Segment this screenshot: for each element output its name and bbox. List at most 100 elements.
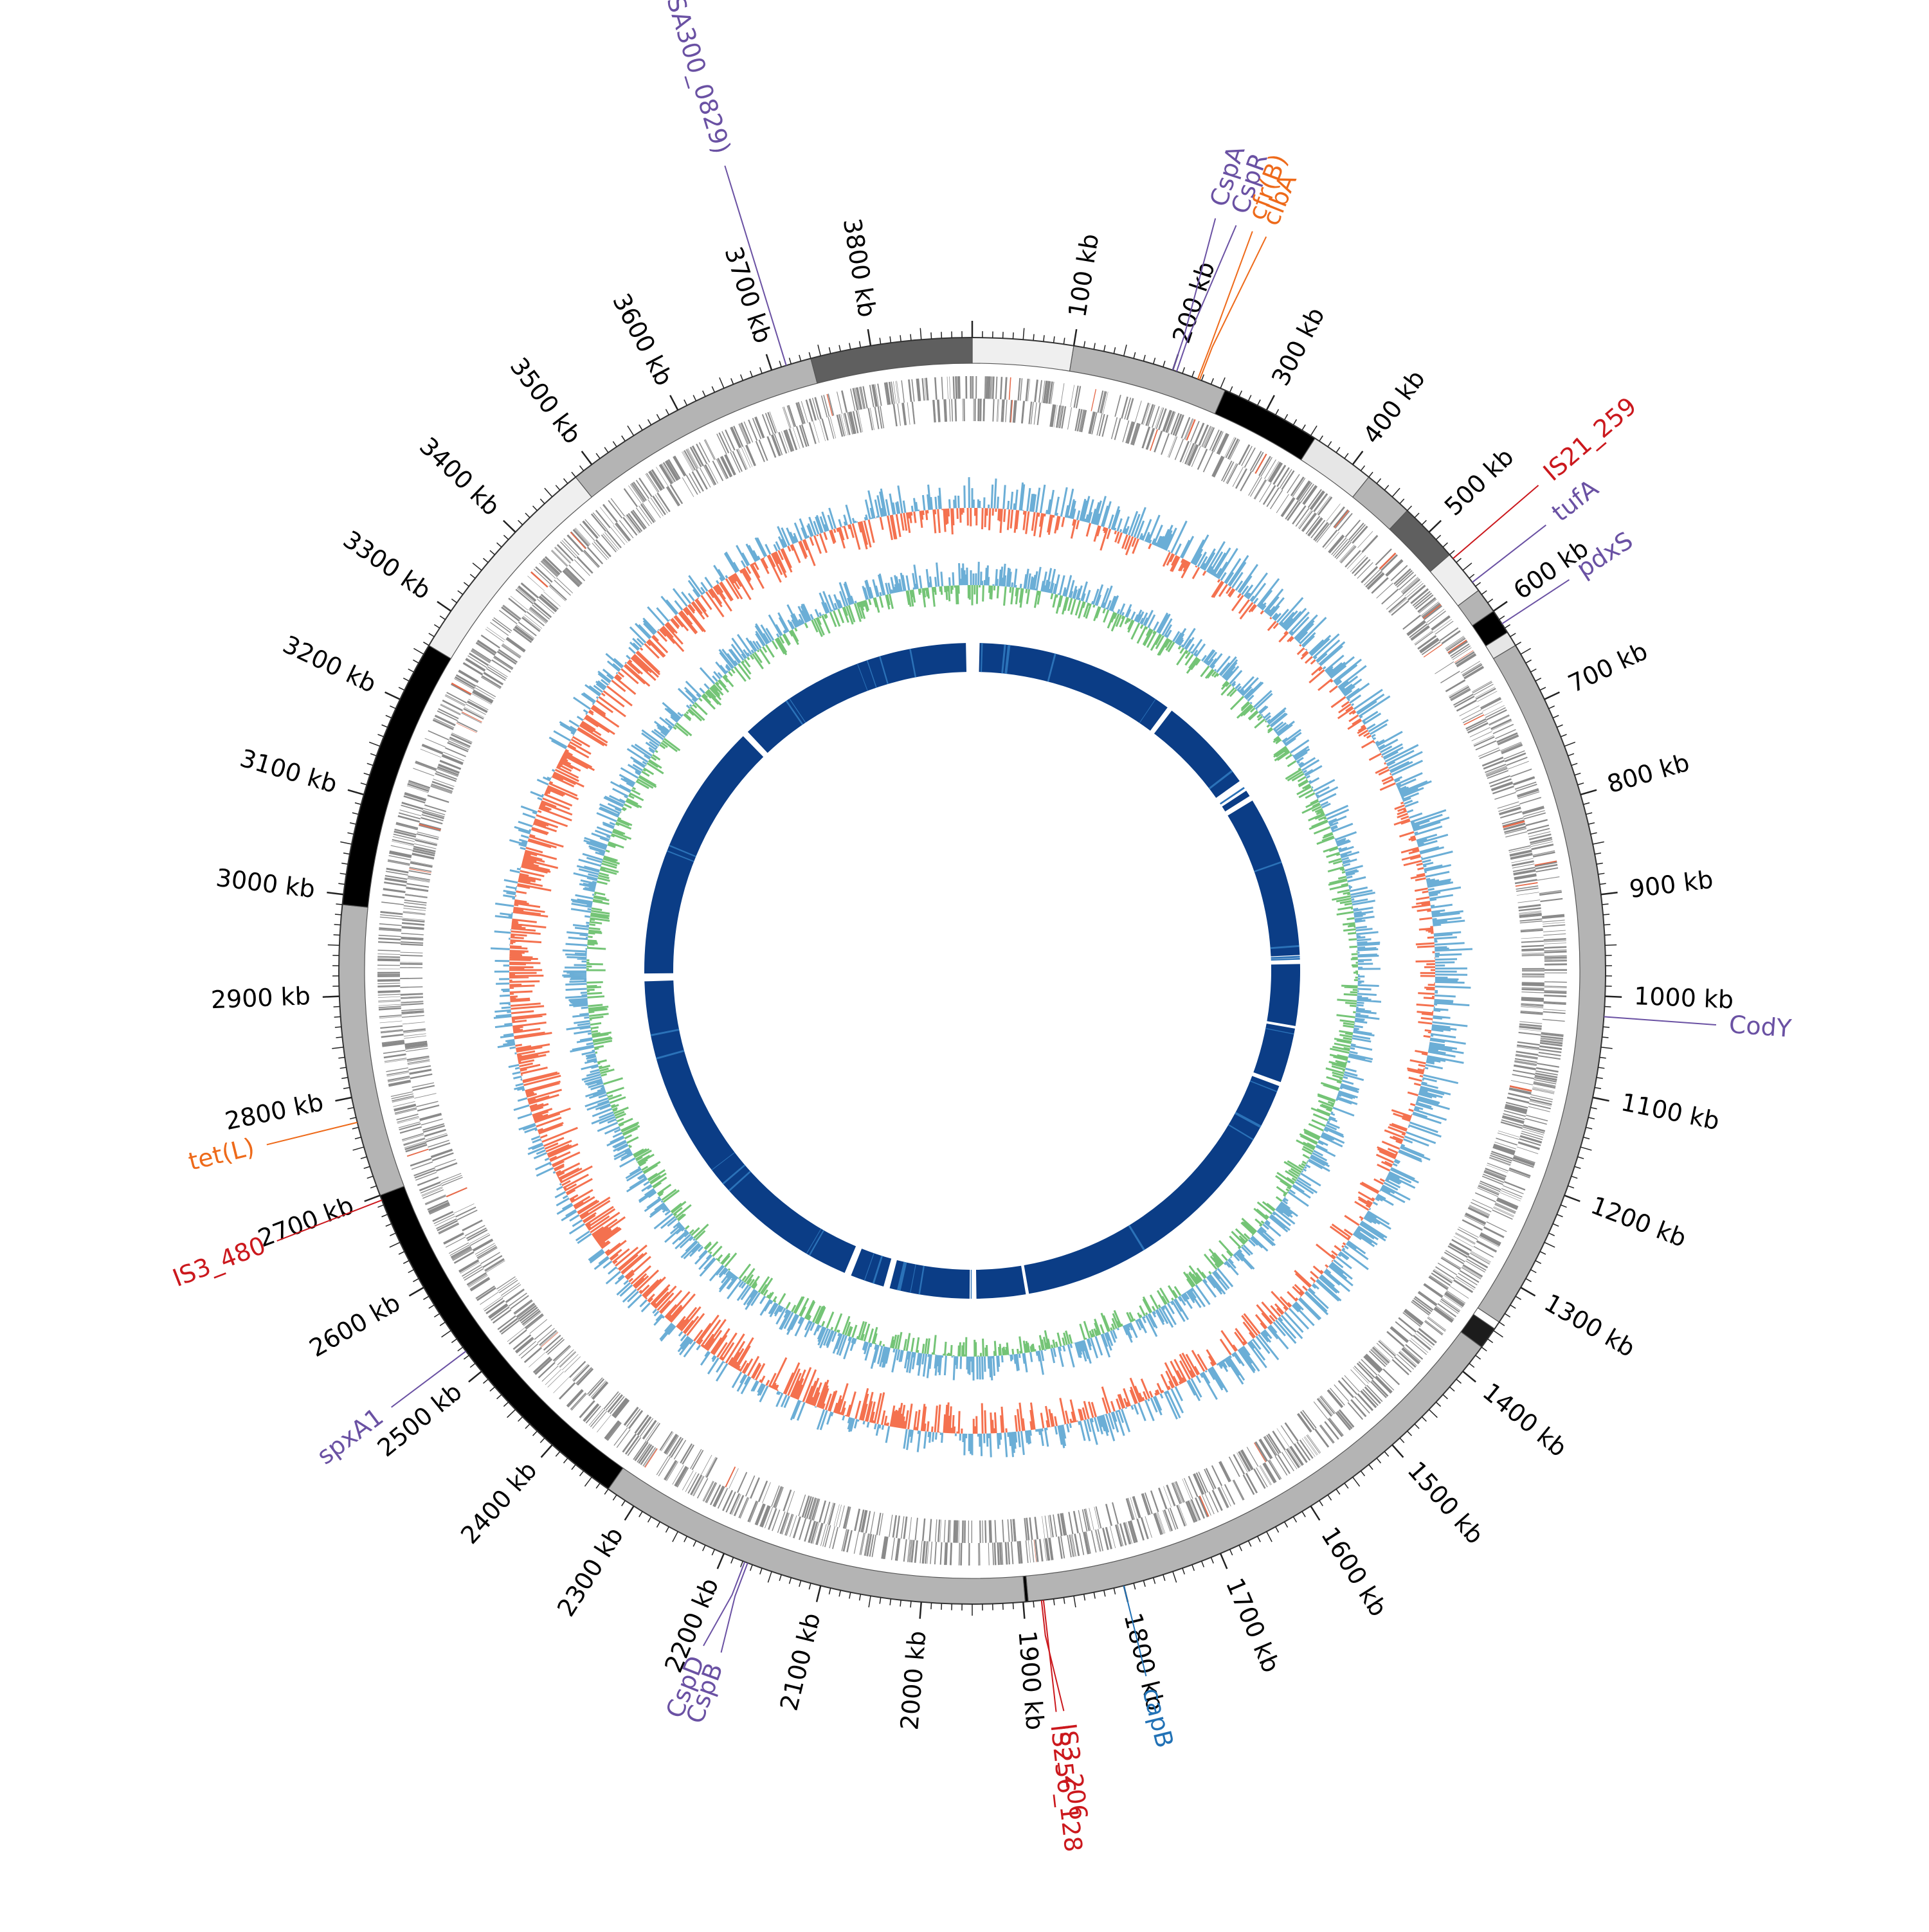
- cds-feature: [1345, 550, 1361, 567]
- minor-tick: [540, 1438, 545, 1443]
- cds-feature: [876, 1513, 882, 1535]
- minor-tick: [340, 873, 347, 874]
- cds-feature: [1337, 1411, 1353, 1429]
- cds-feature: [533, 1357, 550, 1373]
- cds-feature: [1511, 1080, 1533, 1085]
- tick-label: 1900 kb: [1013, 1630, 1049, 1731]
- cds-feature: [534, 1359, 552, 1375]
- minor-tick: [860, 1594, 861, 1601]
- cds-feature: [628, 1437, 642, 1456]
- cds-feature: [948, 1520, 950, 1542]
- cds-feature: [934, 377, 937, 400]
- cds-feature: [487, 627, 505, 640]
- cds-feature: [1414, 593, 1432, 608]
- minor-tick: [1230, 386, 1233, 392]
- cds-feature: [762, 1482, 771, 1503]
- minor-tick: [518, 1417, 523, 1422]
- minor-tick: [1450, 550, 1455, 555]
- gc-skew-positive: [491, 477, 1472, 1457]
- minor-tick: [1361, 1471, 1364, 1476]
- cds-feature: [566, 1389, 583, 1407]
- minor-tick: [910, 334, 911, 341]
- cds-feature: [564, 569, 581, 586]
- minor-tick: [332, 1047, 343, 1049]
- minor-tick: [399, 1252, 404, 1254]
- cds-feature: [554, 580, 570, 596]
- cds-feature: [1000, 377, 1002, 399]
- minor-tick: [340, 842, 352, 844]
- cds-feature: [1475, 1192, 1496, 1202]
- tick-label: 1100 kb: [1618, 1088, 1722, 1135]
- cds-feature: [1381, 588, 1399, 604]
- cds-feature: [968, 1543, 970, 1566]
- minor-tick: [413, 649, 424, 655]
- minor-tick: [1540, 687, 1546, 690]
- minor-tick: [377, 734, 383, 737]
- minor-tick: [1586, 813, 1592, 814]
- minor-tick: [408, 1270, 414, 1273]
- cds-feature: [712, 460, 724, 481]
- cds-feature: [832, 1527, 838, 1549]
- minor-tick: [1302, 425, 1305, 431]
- minor-tick: [789, 358, 791, 365]
- cds-feature: [1287, 474, 1300, 493]
- cds-feature: [693, 1476, 703, 1495]
- cds-feature: [828, 1503, 835, 1525]
- cds-feature: [1208, 1492, 1218, 1513]
- minor-tick: [1124, 345, 1127, 356]
- minor-tick: [403, 678, 409, 682]
- cds-feature: [1135, 401, 1142, 422]
- minor-tick: [900, 1600, 901, 1607]
- cds-feature: [1281, 470, 1295, 490]
- minor-tick: [580, 1471, 584, 1476]
- cds-feature: [960, 1543, 962, 1566]
- minor-tick: [473, 563, 482, 570]
- cds-feature: [1465, 1260, 1485, 1272]
- major-tick: [541, 1445, 552, 1457]
- minor-tick: [657, 414, 660, 420]
- cds-feature: [1543, 1019, 1565, 1022]
- tick-label: 3100 kb: [237, 744, 340, 799]
- minor-tick: [390, 1233, 395, 1236]
- cds-feature: [1531, 844, 1553, 850]
- minor-tick: [1182, 1568, 1184, 1574]
- cds-feature: [1484, 705, 1505, 716]
- cds-feature: [1045, 1515, 1049, 1538]
- minor-tick: [525, 513, 530, 518]
- cds-feature: [1395, 570, 1413, 586]
- minor-tick: [1114, 1588, 1115, 1594]
- cds-feature: [1105, 1504, 1112, 1526]
- cds-feature: [400, 955, 422, 957]
- cds-feature: [1375, 1376, 1393, 1393]
- cds-feature: [1544, 960, 1567, 962]
- minor-tick: [639, 1512, 642, 1517]
- blast-hit-segment: [748, 643, 966, 753]
- cds-feature: [1305, 1436, 1318, 1455]
- cds-feature: [486, 668, 506, 681]
- minor-tick: [1526, 1279, 1532, 1282]
- cds-feature: [1240, 471, 1252, 492]
- cds-feature: [1544, 938, 1566, 941]
- cds-feature: [975, 376, 977, 399]
- cds-feature: [1537, 1063, 1559, 1068]
- tick-label: 2000 kb: [895, 1630, 931, 1731]
- cds-feature: [1067, 407, 1072, 429]
- cds-feature: [1522, 973, 1544, 975]
- cds-feature: [988, 1543, 990, 1566]
- cds-feature: [1002, 1520, 1004, 1542]
- minor-tick: [1557, 725, 1562, 727]
- annotation-label: IS21_259: [1538, 392, 1642, 486]
- minor-tick: [1476, 582, 1481, 586]
- cds-feature: [410, 1158, 432, 1167]
- annotation-label: (SAUSA300_0829): [644, 0, 736, 157]
- minor-tick: [564, 478, 568, 483]
- cds-feature: [377, 974, 400, 975]
- cds-feature: [384, 1054, 406, 1059]
- minor-tick: [648, 419, 651, 425]
- cds-feature: [1350, 1369, 1366, 1386]
- cds-feature: [1544, 955, 1567, 957]
- minor-tick: [1192, 1565, 1194, 1571]
- cds-feature: [457, 721, 477, 732]
- cds-feature: [1543, 930, 1566, 932]
